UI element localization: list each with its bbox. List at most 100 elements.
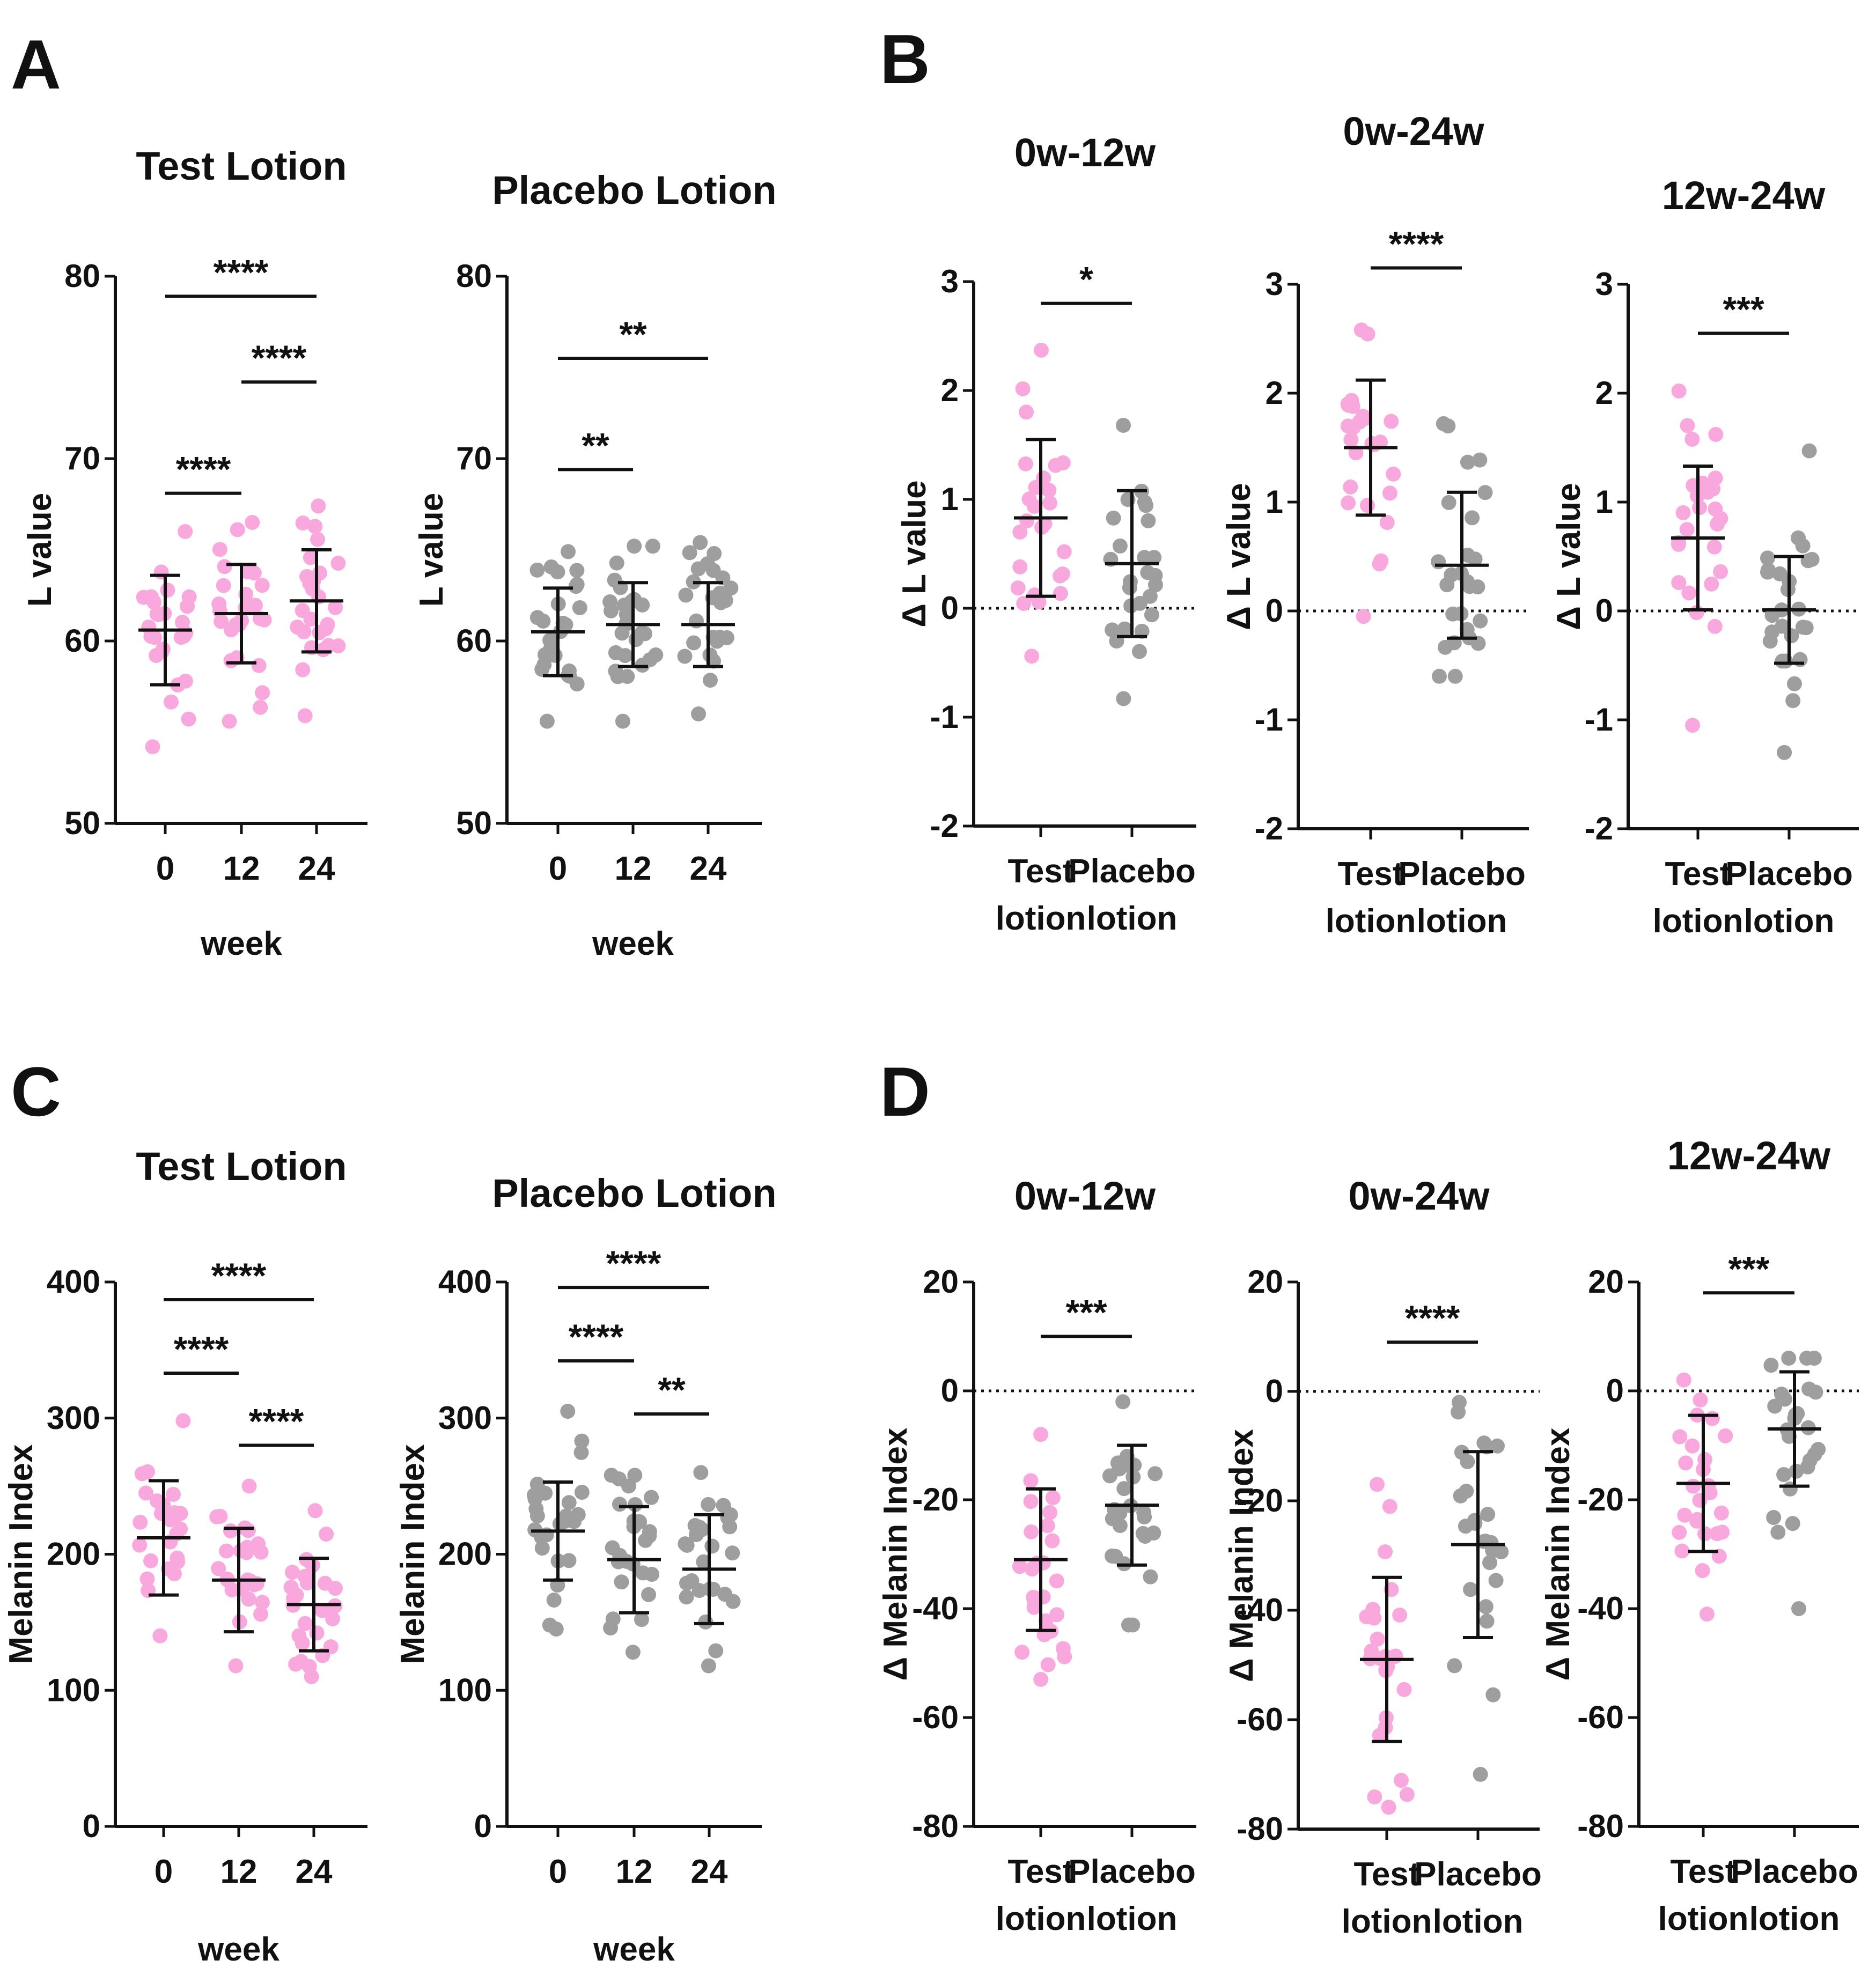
- data-point: [1132, 595, 1147, 611]
- data-point: [535, 613, 551, 629]
- data-point: [642, 1524, 657, 1539]
- y-axis-label: Δ Melanin Index: [877, 1427, 914, 1681]
- y-tick-label: 2: [1595, 375, 1613, 411]
- data-point: [289, 1587, 304, 1603]
- data-point: [1718, 1428, 1733, 1443]
- data-point: [570, 1507, 586, 1522]
- y-tick-label: 60: [64, 623, 100, 659]
- x-tick-label: lotion: [1744, 903, 1835, 940]
- y-tick-label: 200: [438, 1536, 492, 1572]
- y-tick-label: -80: [912, 1808, 959, 1844]
- y-tick-label: 0: [1266, 593, 1283, 629]
- data-point: [1384, 414, 1399, 429]
- y-tick-label: -60: [1237, 1701, 1283, 1737]
- data-point: [1775, 618, 1790, 634]
- data-point: [641, 1587, 657, 1602]
- data-point: [569, 577, 585, 592]
- data-point: [1477, 485, 1493, 500]
- data-point: [1677, 1507, 1693, 1523]
- y-tick-label: -40: [912, 1590, 959, 1626]
- data-point: [1014, 1645, 1030, 1660]
- data-point: [170, 1550, 185, 1566]
- data-point: [318, 621, 334, 637]
- data-point: [1447, 1658, 1462, 1674]
- data-point: [1451, 1404, 1466, 1420]
- data-point: [1431, 554, 1446, 570]
- x-axis-label: week: [197, 1931, 279, 1968]
- y-tick-label: -60: [912, 1699, 959, 1735]
- data-point: [1480, 1507, 1496, 1522]
- data-point: [217, 559, 232, 574]
- y-tick-label: 0: [474, 1808, 492, 1844]
- data-point: [678, 587, 694, 603]
- x-tick-label: lotion: [1417, 903, 1507, 940]
- data-point: [1786, 676, 1802, 691]
- data-point: [1108, 1549, 1123, 1564]
- data-point: [1117, 621, 1132, 637]
- data-point: [694, 1522, 710, 1537]
- data-point: [223, 653, 239, 668]
- data-point: [529, 1508, 545, 1524]
- data-point: [1790, 530, 1806, 546]
- data-point: [534, 1541, 550, 1556]
- y-tick-label: -1: [1255, 702, 1283, 738]
- y-tick-label: -60: [1577, 1699, 1624, 1735]
- data-point: [293, 1654, 309, 1669]
- significance-label: **: [582, 425, 609, 465]
- data-point: [1027, 1596, 1042, 1612]
- data-point: [1055, 566, 1070, 582]
- data-point: [152, 1628, 168, 1644]
- significance-label: ***: [1728, 1249, 1769, 1288]
- data-point: [1671, 536, 1686, 552]
- data-point: [1360, 326, 1375, 342]
- data-point: [312, 565, 327, 581]
- data-point: [725, 1545, 740, 1561]
- x-tick-label: lotion: [1749, 1900, 1840, 1937]
- data-point: [1147, 1466, 1163, 1482]
- data-point: [1138, 498, 1154, 513]
- data-point: [645, 539, 660, 554]
- significance-label: **: [658, 1370, 686, 1410]
- data-point: [1392, 1608, 1408, 1623]
- y-tick-label: 1: [1595, 484, 1613, 520]
- data-point: [627, 1497, 643, 1513]
- y-tick-label: 0: [83, 1808, 100, 1844]
- panel-letter-c: C: [11, 1052, 61, 1131]
- y-tick-label: -2: [930, 808, 959, 844]
- significance-label: **: [619, 314, 647, 354]
- x-tick-label: 12: [223, 850, 260, 887]
- data-point: [1122, 574, 1138, 589]
- chart-title: Test Lotion: [136, 1144, 347, 1189]
- data-point: [607, 572, 622, 588]
- data-point: [297, 708, 313, 724]
- y-tick-label: 0: [1595, 593, 1613, 629]
- data-point: [1790, 1406, 1805, 1421]
- data-point: [560, 1404, 576, 1419]
- y-tick-label: 1: [941, 481, 959, 517]
- y-tick-label: 50: [64, 805, 100, 841]
- data-point: [704, 1538, 720, 1554]
- data-point: [1056, 544, 1072, 559]
- data-point: [1764, 608, 1780, 623]
- data-point: [610, 1554, 626, 1569]
- chart-title: Test Lotion: [136, 144, 347, 188]
- y-tick-label: 1: [1266, 484, 1283, 520]
- data-point: [1042, 1505, 1058, 1520]
- data-point: [1379, 515, 1395, 530]
- chart-9: 12w-24w -80 -60 -40 -20 0 20 Δ Melanin Index Tes…: [1540, 1133, 1859, 1937]
- x-axis-label: week: [592, 925, 674, 962]
- x-tick-label: lotion: [1087, 1900, 1178, 1937]
- x-tick-label: Placebo: [1725, 856, 1853, 893]
- data-point: [211, 1561, 226, 1576]
- data-point: [1382, 485, 1397, 501]
- data-point: [1343, 479, 1358, 495]
- data-point: [625, 1645, 641, 1660]
- data-point: [602, 594, 618, 610]
- data-point: [296, 624, 312, 639]
- y-tick-label: -20: [1577, 1482, 1624, 1517]
- data-point: [679, 1575, 694, 1591]
- data-point: [325, 1611, 341, 1626]
- data-point: [180, 599, 195, 614]
- data-point: [1359, 498, 1375, 513]
